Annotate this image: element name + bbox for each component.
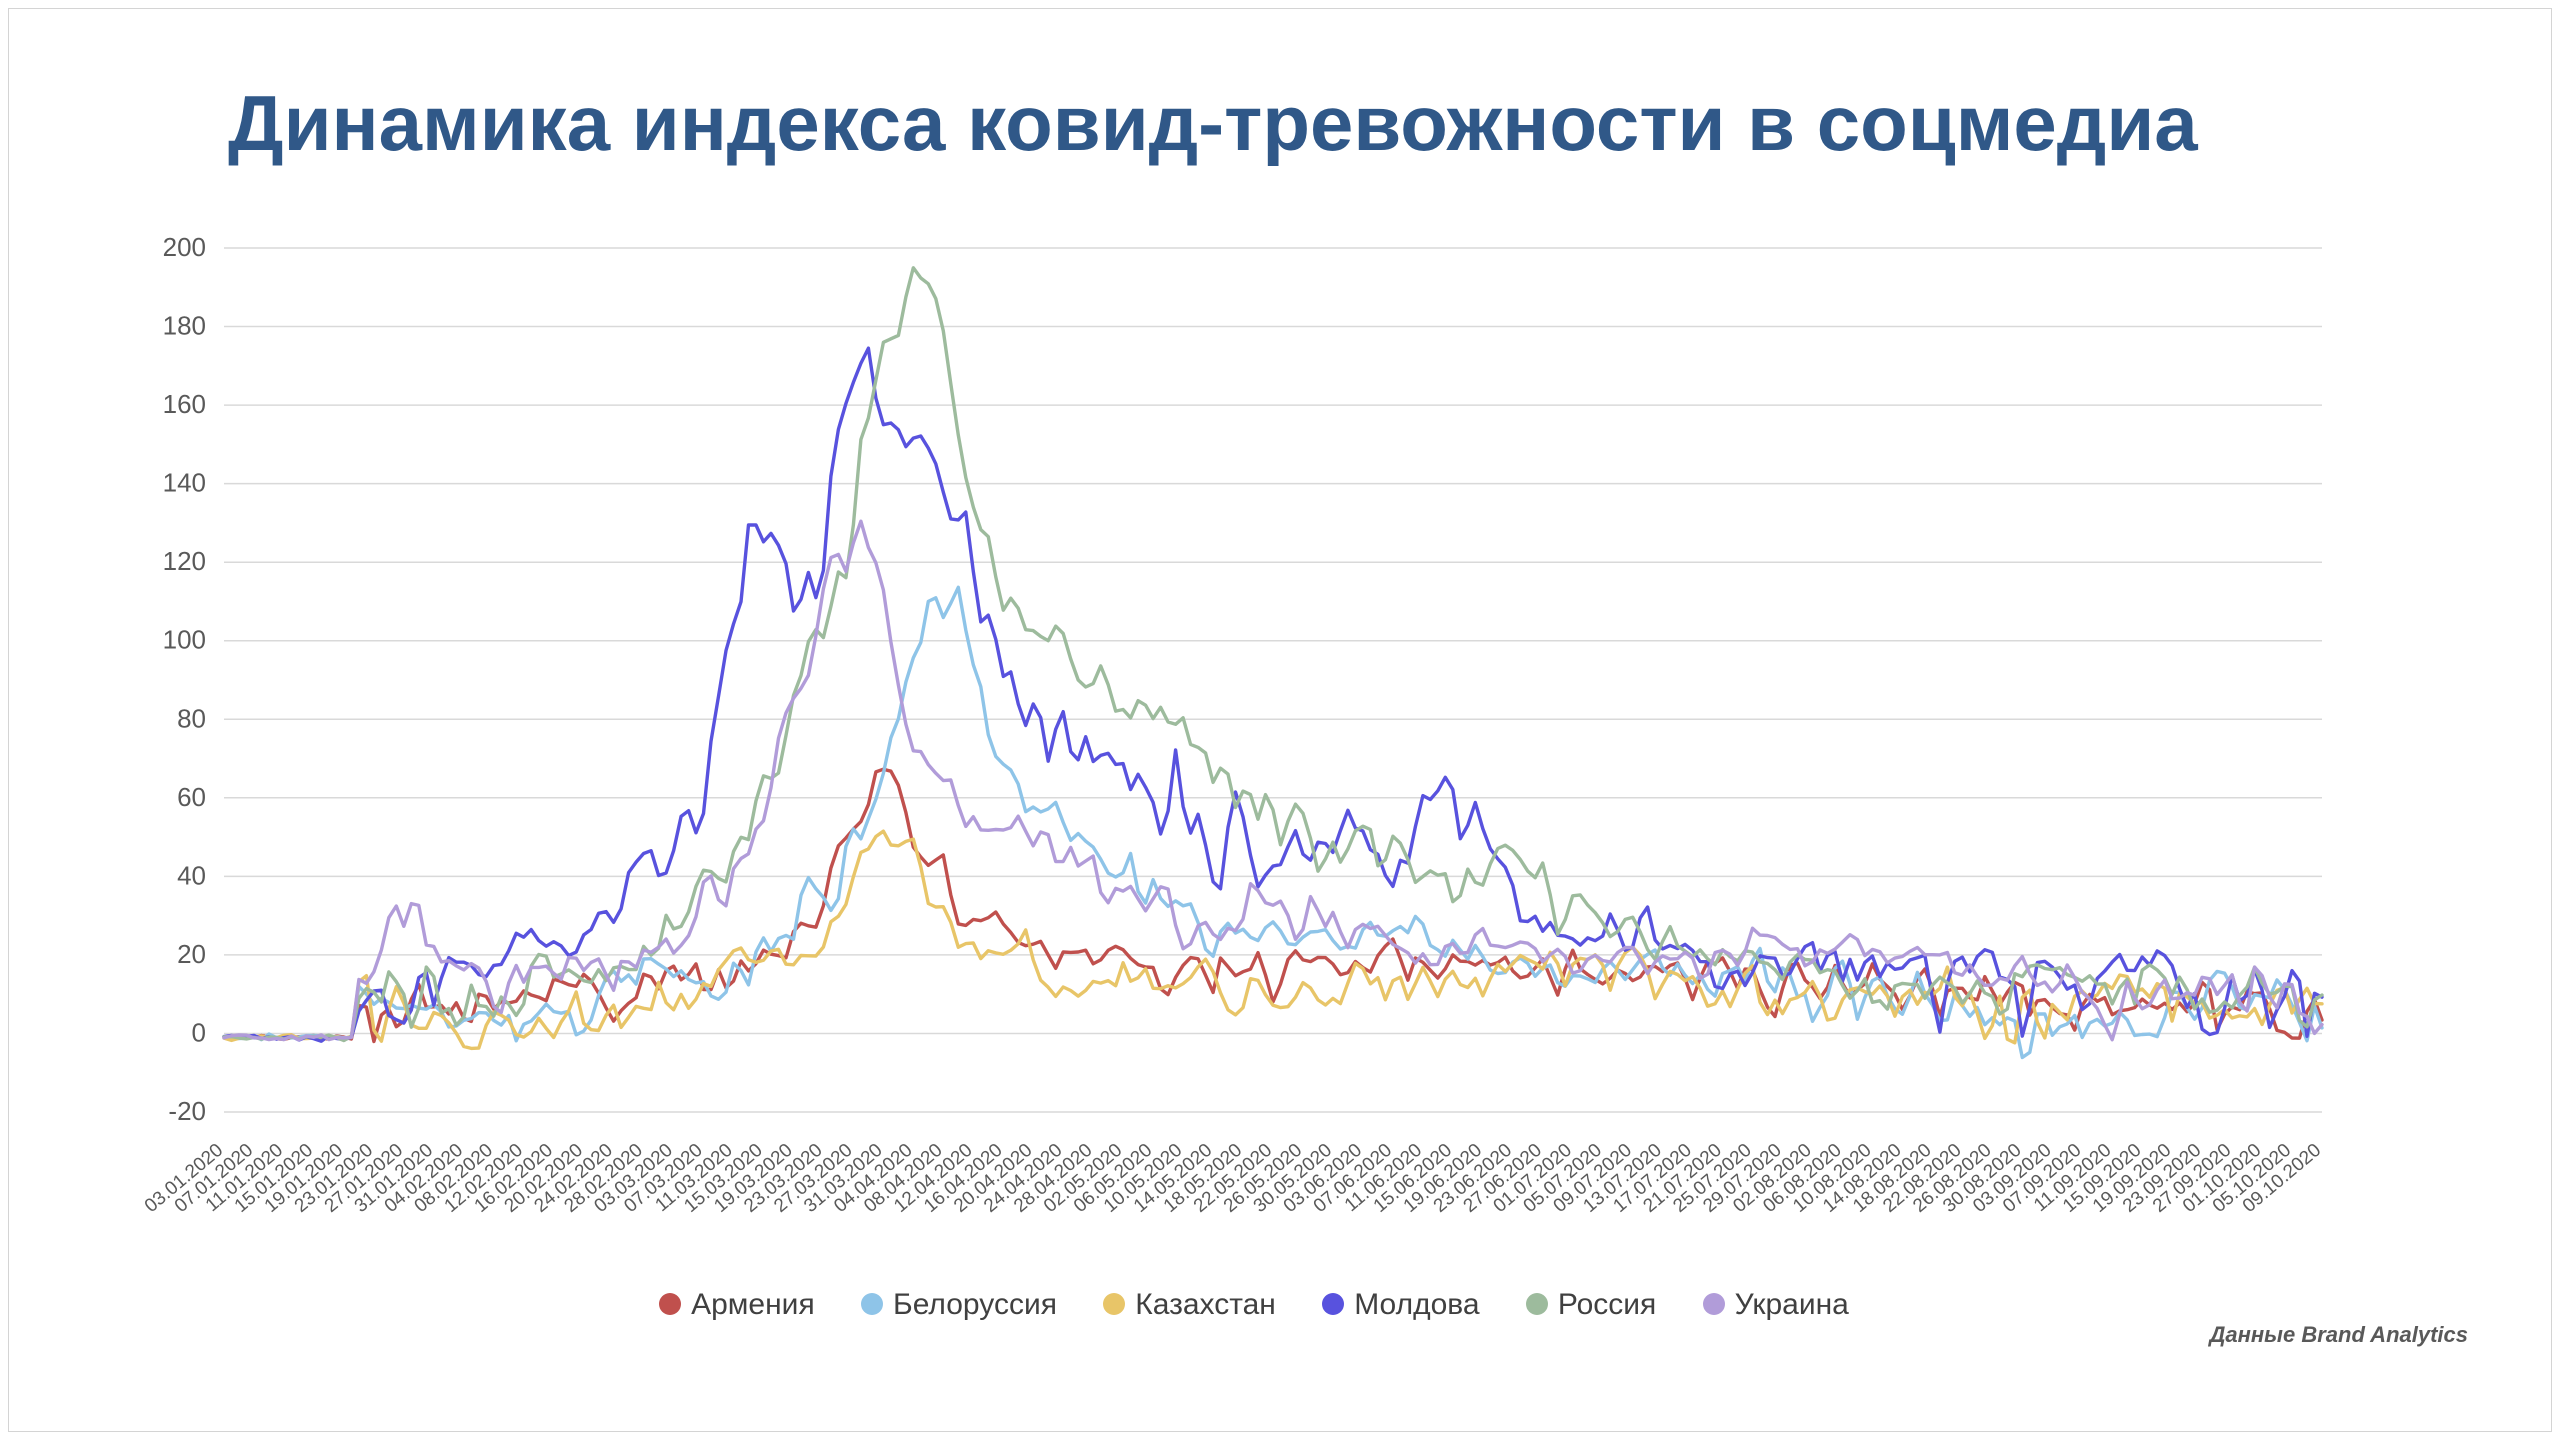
svg-text:180: 180 (163, 311, 206, 341)
svg-text:0: 0 (192, 1018, 206, 1048)
svg-text:40: 40 (177, 860, 206, 890)
svg-text:60: 60 (177, 782, 206, 812)
svg-text:140: 140 (163, 468, 206, 498)
svg-text:120: 120 (163, 546, 206, 576)
svg-text:200: 200 (163, 232, 206, 262)
svg-text:100: 100 (163, 625, 206, 655)
svg-text:160: 160 (163, 389, 206, 419)
svg-text:80: 80 (177, 703, 206, 733)
svg-text:-20: -20 (168, 1096, 206, 1126)
svg-text:20: 20 (177, 939, 206, 969)
